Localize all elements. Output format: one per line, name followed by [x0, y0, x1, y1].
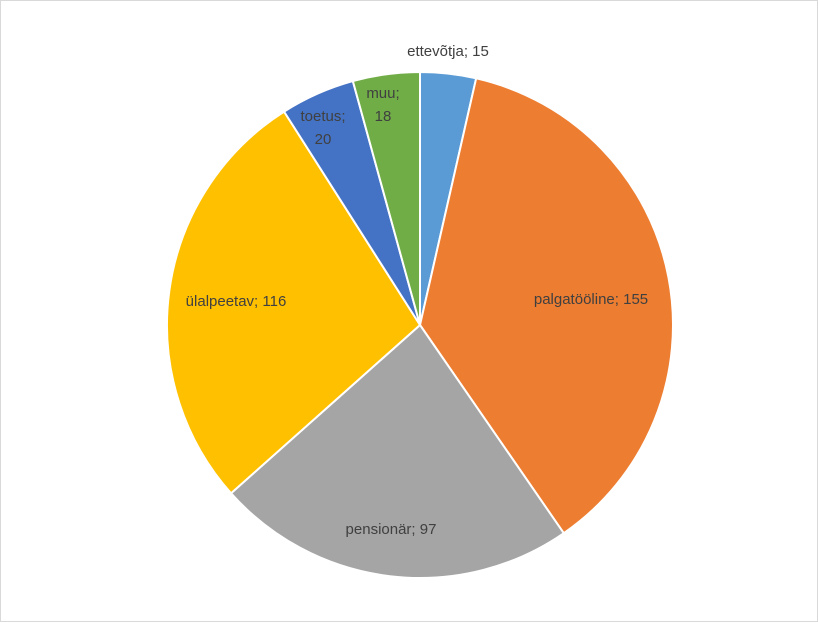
data-label-line: ülalpeetav; 116: [186, 293, 287, 310]
pie-slice-2: [230, 324, 565, 579]
data-label-line: ettevõtja; 15: [407, 43, 489, 60]
pie-data-labels: ettevõtja; 15 palgatööline; 155 pensionär;…: [186, 43, 648, 538]
pie-slice-3: [166, 110, 421, 495]
data-label-line: muu;: [366, 85, 399, 102]
data-label-0: ettevõtja; 15: [407, 43, 489, 60]
data-label-line: toetus;: [300, 108, 345, 125]
data-label-4: toetus; 20: [300, 108, 345, 148]
data-label-2: pensionär; 97: [346, 521, 437, 538]
data-label-5: muu; 18: [366, 85, 399, 125]
data-label-line: palgatööline; 155: [534, 291, 648, 308]
data-label-3: ülalpeetav; 116: [186, 293, 287, 310]
data-label-line: 18: [375, 108, 392, 125]
pie-slices: [166, 71, 674, 579]
data-label-line: pensionär; 97: [346, 521, 437, 538]
pie-slice-1: [419, 77, 674, 535]
pie-slice-5: [351, 71, 421, 326]
data-label-line: 20: [315, 131, 332, 148]
data-label-1: palgatööline; 155: [534, 291, 648, 308]
